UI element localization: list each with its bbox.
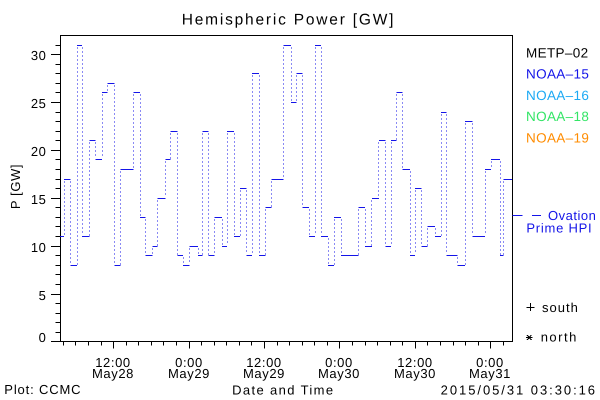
svg-text:25: 25 — [31, 96, 47, 111]
svg-text:5: 5 — [39, 288, 47, 303]
svg-text:NOAA–19: NOAA–19 — [526, 131, 589, 146]
svg-text:Plot: CCMC: Plot: CCMC — [4, 382, 81, 397]
svg-text:north: north — [541, 330, 578, 345]
svg-text:May29: May29 — [243, 366, 285, 381]
svg-text:METP–02: METP–02 — [526, 46, 588, 61]
svg-text:May29: May29 — [168, 366, 210, 381]
svg-text:12:00: 12:00 — [397, 355, 433, 370]
svg-text:Prime HPI: Prime HPI — [526, 221, 592, 236]
svg-text:20: 20 — [31, 144, 47, 159]
svg-text:0: 0 — [39, 330, 47, 345]
svg-text:10: 10 — [31, 240, 47, 255]
svg-text:south: south — [542, 300, 579, 315]
svg-text:0:00: 0:00 — [476, 355, 504, 370]
svg-text:12:00: 12:00 — [95, 355, 131, 370]
svg-text:P [GW]: P [GW] — [8, 164, 23, 209]
svg-text:May31: May31 — [469, 366, 511, 381]
svg-text:NOAA–18: NOAA–18 — [526, 109, 589, 124]
svg-text:12:00: 12:00 — [246, 355, 282, 370]
svg-text:May28: May28 — [92, 366, 134, 381]
svg-text:30: 30 — [31, 48, 47, 63]
svg-text:2015/05/31 03:30:16: 2015/05/31 03:30:16 — [441, 383, 597, 398]
svg-text:Date and Time: Date and Time — [232, 383, 334, 398]
svg-text:0:00: 0:00 — [325, 355, 353, 370]
svg-text:0:00: 0:00 — [175, 355, 203, 370]
svg-text:Hemispheric Power [GW]: Hemispheric Power [GW] — [182, 12, 396, 29]
svg-text:May30: May30 — [394, 366, 436, 381]
svg-text:NOAA–16: NOAA–16 — [526, 88, 589, 103]
svg-text:15: 15 — [31, 192, 47, 207]
svg-text:Ovation: Ovation — [548, 208, 596, 223]
svg-text:May30: May30 — [318, 366, 360, 381]
svg-text:NOAA–15: NOAA–15 — [526, 67, 589, 82]
